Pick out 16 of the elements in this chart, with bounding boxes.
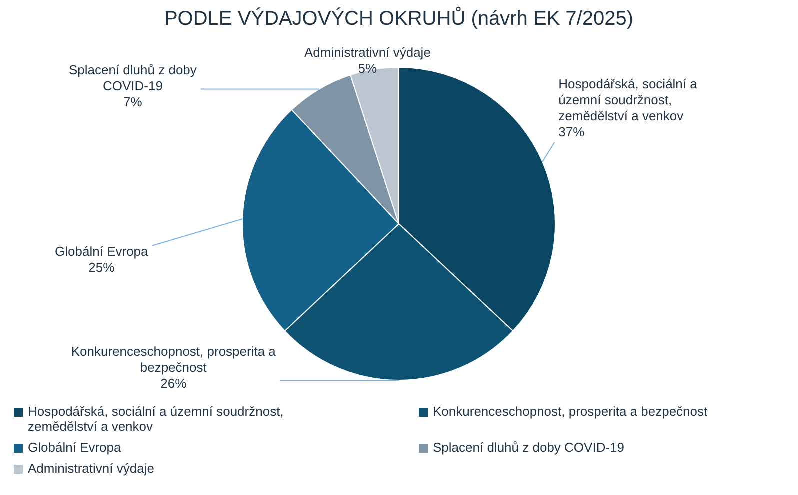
slice-label: Splacení dluhů z doby COVID-19 [68, 62, 198, 94]
legend-label: Splacení dluhů z doby COVID-19 [433, 440, 624, 455]
data-label: 37% [558, 124, 586, 140]
chart-title: PODLE VÝDAJOVÝCH OKRUHŮ (návrh EK 7/2025) [163, 8, 635, 32]
data-label: 25% [88, 260, 116, 275]
slice-label: Hospodářská, sociální a územní soudržnost, zemědělství a venkov [558, 76, 698, 124]
data-label: 26% [160, 376, 188, 392]
legend-label: Globální Evropa [28, 440, 122, 455]
legend-label: Konkurenceschopnost, prosperita a bezpečnost [433, 404, 708, 419]
slice-label: Konkurenceschopnost, prosperita a bezpečnost [71, 344, 277, 376]
data-label: 5% [358, 61, 378, 76]
slice-label: Administrativní výdaje [304, 45, 431, 60]
legend-label: Administrativní výdaje [28, 461, 154, 476]
data-label: 7% [124, 94, 143, 110]
slice-label: Globální Evropa [55, 244, 150, 259]
legend-label: Hospodářská, sociální a územní soudržnost, zemědělství a venkov [28, 404, 285, 434]
